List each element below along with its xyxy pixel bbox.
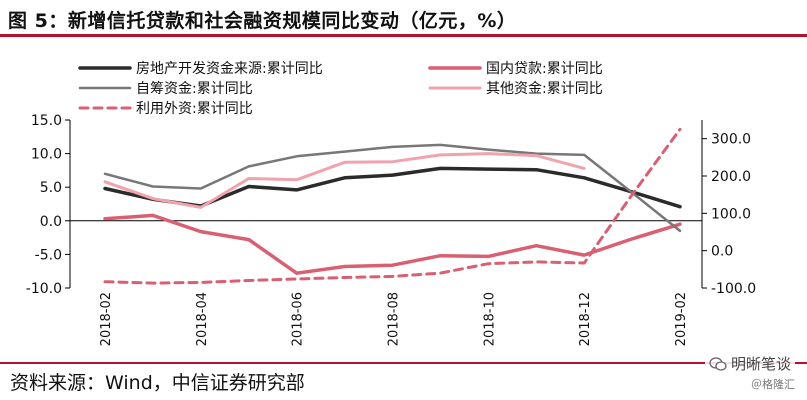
x-tick-label: 2018-04 bbox=[195, 292, 210, 346]
y-left-tick-label: 0.0 bbox=[40, 214, 62, 230]
x-tick-label: 2018-12 bbox=[578, 292, 593, 346]
source-note: 资料来源：Wind，中信证券研究部 bbox=[10, 372, 305, 394]
y-left-tick-label: 10.0 bbox=[31, 147, 62, 163]
legend-label-2: 自筹资金:累计同比 bbox=[136, 80, 253, 97]
source-rule bbox=[0, 362, 807, 364]
y-left-tick-label: 5.0 bbox=[40, 180, 62, 196]
watermark: 明晰笔谈 bbox=[704, 353, 795, 374]
wechat-icon bbox=[709, 357, 727, 371]
chart-title: 图 5：新增信托贷款和社会融资规模同比变动（亿元，%） bbox=[8, 10, 517, 32]
watermark-name: 明晰笔谈 bbox=[730, 355, 791, 373]
y-right-tick-label: 100.0 bbox=[711, 206, 751, 222]
series-line-4 bbox=[103, 127, 682, 285]
legend-label-4: 利用外资:累计同比 bbox=[136, 101, 253, 117]
title-rule bbox=[0, 34, 807, 37]
legend-label-0: 房地产开发资金来源:累计同比 bbox=[136, 61, 323, 77]
y-left-tick-label: 15.0 bbox=[31, 113, 62, 129]
x-tick-label: 2018-02 bbox=[99, 292, 114, 346]
series-line-3 bbox=[103, 152, 586, 209]
y-right-tick-label: 0.0 bbox=[711, 244, 733, 260]
legend-label-1: 国内贷款:累计同比 bbox=[486, 61, 603, 77]
series-line-2 bbox=[103, 143, 682, 233]
x-tick-label: 2018-08 bbox=[387, 292, 402, 346]
watermark-sub: ＠格隆汇 bbox=[751, 378, 795, 391]
y-right-tick-label: 200.0 bbox=[711, 169, 751, 185]
y-right-tick-label: 300.0 bbox=[711, 132, 751, 148]
y-left-tick-label: -5.0 bbox=[35, 247, 62, 263]
x-tick-label: 2018-06 bbox=[291, 292, 306, 346]
y-right-tick-label: -100.0 bbox=[711, 281, 756, 297]
x-tick-label: 2018-10 bbox=[482, 292, 497, 346]
y-left-tick-label: -10.0 bbox=[26, 281, 62, 297]
x-tick-label: 2019-02 bbox=[674, 292, 689, 346]
legend-label-3: 其他资金:累计同比 bbox=[486, 81, 603, 97]
plot-area: 15.0 10.0 5.0 0.0 -5.0 -10.0 300.0 200.0 100.0 0.… bbox=[26, 113, 756, 346]
series-line-1 bbox=[103, 213, 682, 275]
